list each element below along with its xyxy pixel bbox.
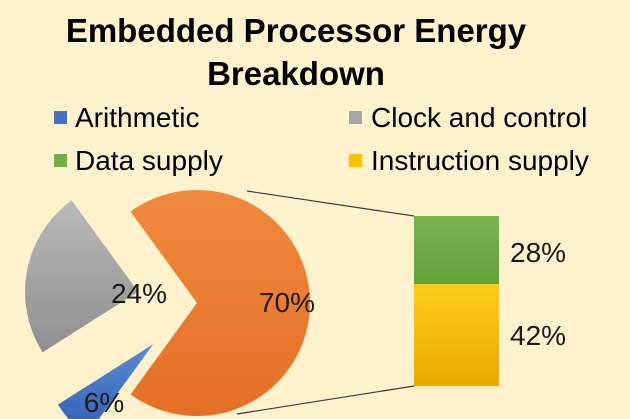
stacked-bar (414, 216, 499, 386)
pie-slice-arithmetic (57, 344, 154, 419)
legend-label-data-supply: Data supply (75, 145, 223, 176)
bar-segment-instruction-supply (414, 284, 499, 386)
bar-segment-data-supply (414, 216, 499, 284)
data-label-instruction-supply: 42% (510, 320, 566, 351)
data-label-clock-and-control: 24% (111, 278, 167, 309)
legend-label-instruction-supply: Instruction supply (371, 145, 589, 176)
pie-slice-data-and-instruction-supply (130, 190, 310, 416)
legend-swatch-data-supply (54, 154, 67, 167)
chart-title-line-2: Breakdown (207, 55, 385, 92)
legend: Arithmetic Clock and control Data supply… (54, 102, 589, 176)
legend-swatch-arithmetic (54, 111, 67, 124)
connector-line-top (246, 190, 415, 217)
pie-slice-clock-and-control (25, 200, 139, 353)
legend-label-clock-and-control: Clock and control (371, 102, 587, 133)
data-label-data-and-instruction-supply: 70% (259, 287, 315, 318)
legend-label-arithmetic: Arithmetic (75, 102, 199, 133)
connector-line-bottom (236, 385, 415, 415)
legend-swatch-clock-and-control (349, 111, 362, 124)
chart-title-line-1: Embedded Processor Energy (66, 12, 527, 49)
legend-swatch-instruction-supply (349, 154, 362, 167)
data-label-data-supply: 28% (510, 237, 566, 268)
pie (25, 190, 310, 419)
data-label-arithmetic: 6% (84, 387, 124, 418)
